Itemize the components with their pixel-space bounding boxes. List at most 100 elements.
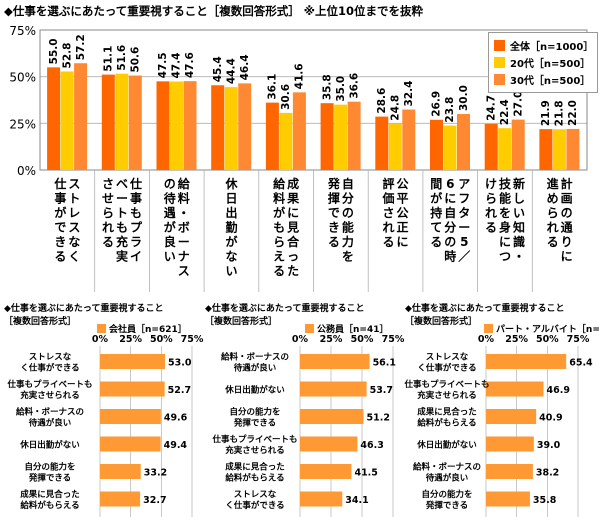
category-label-char: 知: [512, 220, 525, 235]
bar: [47, 67, 61, 170]
category-label-char: 発: [327, 176, 341, 191]
category-label: 充実させられる: [417, 390, 477, 401]
category-label: ストレスな: [426, 353, 469, 363]
category-label-char: 出: [225, 205, 237, 220]
bar-value-label: 35.8: [321, 74, 333, 100]
category-label-char: が: [164, 220, 176, 235]
category-label-char: 技: [499, 176, 512, 191]
category-label-char: る: [383, 235, 395, 249]
bar: [128, 75, 142, 170]
category-label-char: れ: [102, 221, 114, 235]
bar-value-label: 51.6: [116, 45, 128, 71]
category-label-char: ナ: [178, 250, 190, 264]
category-label-char: 力: [342, 234, 354, 249]
category-label: 成果に見合った: [225, 462, 285, 473]
category-label-char: る: [328, 235, 340, 249]
bar: [300, 464, 352, 479]
bar-value-label: 27.0: [512, 91, 524, 117]
category-label-char: 新: [513, 176, 525, 191]
sub-chart-3-legend: パート・アルバイト［n=254］: [484, 322, 600, 335]
category-label: 給料・ボーナスの: [221, 352, 289, 363]
x-tick-label: 50%: [536, 334, 559, 345]
category-label-char: ら: [485, 192, 497, 206]
category-label-char: さ: [102, 177, 114, 191]
legend-swatch: [484, 324, 493, 333]
bar-value-label: 56.1: [373, 358, 396, 369]
category-label-char: 料: [178, 191, 190, 206]
bar: [388, 123, 402, 170]
legend-entry: 全体［n=1000］: [494, 37, 594, 54]
main-legend: 全体［n=1000］ 20代［n=500］ 30代［n=500］: [488, 32, 598, 93]
bar-value-label: 46.9: [547, 385, 570, 396]
bar: [74, 63, 88, 170]
y-tick-label: 50%: [9, 71, 36, 85]
category-label: 待遇が良い: [28, 418, 72, 429]
category-label-char: 見: [286, 220, 299, 235]
category-label-char: ら: [102, 206, 114, 220]
category-label: 待遇が良い: [425, 473, 469, 484]
bar: [100, 354, 166, 369]
category-label-char: に: [287, 206, 299, 220]
main-title: ◆仕事を選ぶにあたって重要視すること［複数回答形式］: [4, 4, 300, 18]
category-label-char: レ: [68, 206, 80, 220]
category-label-char: れ: [485, 206, 497, 220]
category-label-char: ら: [273, 235, 285, 249]
sub-chart-1-legend: 会社員［n=621］: [97, 322, 187, 335]
category-label-char: れ: [547, 221, 559, 235]
x-tick-label: 75%: [567, 334, 590, 345]
bar-value-label: 22.0: [567, 100, 579, 126]
category-label-char: イ: [130, 250, 142, 264]
category-label-char: ス: [178, 264, 190, 278]
bar-value-label: 51.1: [103, 46, 115, 72]
category-label-char: 実: [116, 249, 128, 264]
category-label: 成果に見合った: [417, 407, 477, 418]
category-label-char: 通: [561, 220, 573, 235]
bar-value-label: 32.7: [143, 495, 166, 506]
category-label-char: る: [54, 250, 66, 264]
bar: [552, 129, 566, 170]
category-label-char: 能: [499, 191, 511, 206]
category-label: ストレスな: [29, 353, 72, 363]
category-label: 発揮できる: [425, 500, 468, 511]
category-label-char: で: [328, 206, 340, 220]
x-tick-label: 75%: [382, 334, 405, 345]
category-label-char: 充: [116, 234, 128, 249]
bar-value-label: 35.0: [335, 76, 347, 102]
category-label-char: 休: [224, 176, 238, 191]
category-label-char: い: [513, 206, 525, 220]
category-label-char: ー: [178, 235, 190, 249]
category-label-char: 分: [342, 191, 354, 206]
category-label-char: 公: [397, 206, 409, 220]
category-label-char: 持: [430, 205, 442, 220]
category-label-char: に: [444, 192, 456, 206]
category-label-char: を: [499, 206, 511, 220]
category-label: 仕事もプライベートも: [211, 434, 297, 445]
category-label-char: 日: [225, 192, 237, 206]
bar: [211, 85, 225, 170]
bar: [292, 92, 306, 170]
legend-label: 全体［n=1000］: [510, 42, 594, 53]
sub-chart-1-title-text: ◆仕事を選ぶにあたって重要視すること: [4, 304, 164, 314]
bar-value-label: 30.0: [458, 85, 470, 111]
category-label-char: ら: [547, 206, 559, 220]
category-label-char: 時: [444, 249, 456, 264]
bar: [300, 491, 343, 507]
category-label-char: け: [485, 177, 497, 191]
bar-value-label: 50.6: [130, 47, 142, 73]
category-label: く仕事ができる: [225, 500, 284, 511]
category-label-char: れ: [383, 221, 395, 235]
category-label-char: い: [164, 250, 176, 264]
bar-value-label: 55.0: [48, 38, 60, 64]
category-label: 給料がもらえる: [225, 473, 284, 484]
legend-swatch: [305, 324, 314, 333]
bar-value-label: 52.8: [61, 43, 73, 69]
bar: [498, 128, 512, 170]
category-label-char: ス: [68, 177, 80, 191]
category-label-char: 進: [547, 176, 560, 191]
x-tick-label: 0%: [92, 334, 109, 345]
category-label-char: 仕: [129, 176, 142, 191]
category-label-char: き: [328, 221, 340, 235]
category-label-char: 計: [561, 176, 573, 191]
bar-value-label: 41.5: [354, 468, 377, 479]
category-label-char: タ: [458, 206, 470, 220]
